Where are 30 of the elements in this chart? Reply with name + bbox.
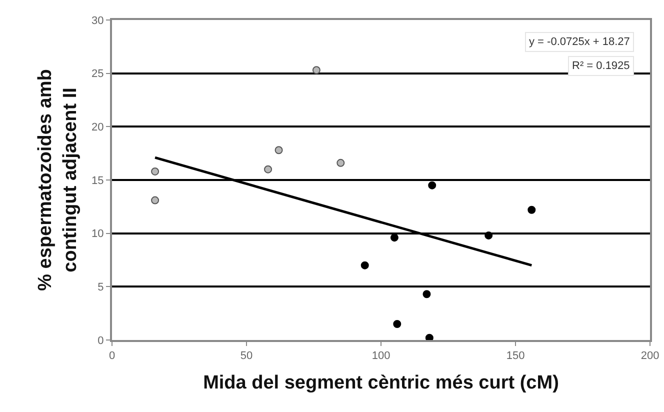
y-tick-label: 15 (92, 174, 104, 187)
point (393, 320, 402, 328)
x-tick-label: 150 (506, 350, 525, 362)
point (484, 231, 493, 240)
y-axis-title: % espermatozoides amb contingut adjacent II (35, 69, 81, 291)
point (151, 196, 160, 204)
x-tick-label: 100 (372, 350, 390, 362)
point (528, 206, 536, 214)
point (336, 158, 345, 167)
x-axis-title: Mida del segment cèntric més curt (cM) (203, 372, 559, 394)
point (151, 167, 160, 176)
point (422, 290, 431, 298)
point (428, 181, 436, 190)
point (390, 234, 398, 242)
x-tick-label: 50 (240, 350, 253, 362)
point (312, 66, 320, 74)
annotation: y = -0.0725x + 18.27 (529, 36, 630, 48)
y-tick-label: 25 (92, 68, 104, 80)
annotation: R² = 0.1925 (572, 60, 630, 72)
y-tick-label: 0 (98, 334, 104, 347)
y-tick-label: 20 (92, 122, 104, 134)
x-tick-label: 200 (640, 350, 660, 362)
y-tick-label: 30 (92, 14, 104, 27)
point (425, 334, 434, 340)
point (360, 261, 369, 270)
point (264, 165, 272, 174)
y-tick-label: 5 (98, 282, 104, 294)
point (274, 146, 283, 154)
y-tick-label: 10 (92, 228, 104, 240)
x-tick-label: 0 (108, 350, 116, 362)
